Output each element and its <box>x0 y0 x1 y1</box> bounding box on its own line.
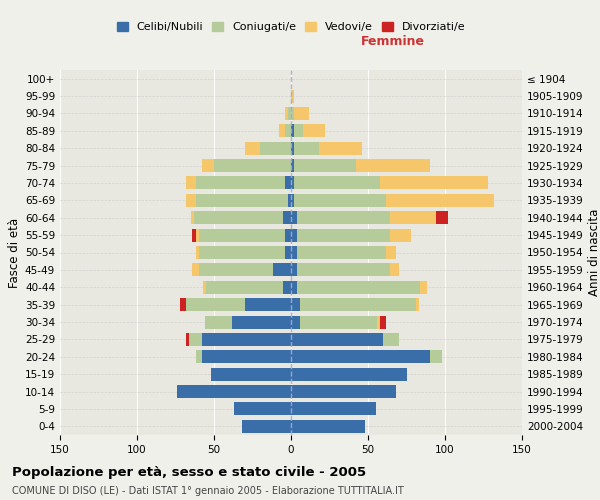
Bar <box>214 159 291 172</box>
Bar <box>291 316 300 328</box>
Bar <box>196 228 199 241</box>
Bar <box>199 264 272 276</box>
Bar <box>191 211 194 224</box>
Bar <box>203 280 206 294</box>
Bar <box>232 316 291 328</box>
Bar <box>186 176 196 190</box>
Bar <box>294 142 319 154</box>
Bar <box>291 420 365 433</box>
Bar <box>196 194 288 207</box>
Text: Popolazione per età, sesso e stato civile - 2005: Popolazione per età, sesso e stato civil… <box>12 466 366 479</box>
Bar <box>205 316 232 328</box>
Bar <box>297 264 389 276</box>
Bar <box>245 298 291 311</box>
Bar <box>283 280 291 294</box>
Bar <box>389 228 411 241</box>
Bar <box>291 90 294 102</box>
Bar <box>319 142 362 154</box>
Bar <box>297 228 389 241</box>
Bar <box>291 176 294 190</box>
Bar <box>380 316 386 328</box>
Bar <box>291 124 294 138</box>
Bar <box>206 280 283 294</box>
Y-axis label: Anni di nascita: Anni di nascita <box>588 209 600 296</box>
Bar <box>291 142 294 154</box>
Bar <box>278 124 285 138</box>
Bar <box>193 264 199 276</box>
Bar <box>288 107 291 120</box>
Bar <box>193 228 196 241</box>
Bar <box>234 402 291 415</box>
Text: Femmine: Femmine <box>361 35 425 48</box>
Bar <box>186 298 245 311</box>
Bar <box>291 228 297 241</box>
Bar <box>196 350 202 364</box>
Bar <box>199 228 285 241</box>
Bar <box>294 159 356 172</box>
Bar <box>389 264 399 276</box>
Bar <box>297 211 389 224</box>
Bar <box>377 316 380 328</box>
Bar <box>211 368 291 380</box>
Bar <box>386 194 494 207</box>
Bar <box>294 107 310 120</box>
Bar <box>285 107 288 120</box>
Bar <box>297 280 421 294</box>
Bar <box>199 246 285 259</box>
Bar <box>245 142 260 154</box>
Bar <box>297 246 386 259</box>
Bar <box>285 176 291 190</box>
Bar <box>436 211 448 224</box>
Bar <box>196 246 199 259</box>
Bar <box>190 333 202 346</box>
Bar <box>177 385 291 398</box>
Bar <box>291 368 407 380</box>
Bar <box>202 159 214 172</box>
Bar <box>285 228 291 241</box>
Bar <box>294 194 386 207</box>
Bar <box>242 420 291 433</box>
Bar <box>389 211 436 224</box>
Bar <box>294 176 380 190</box>
Bar <box>291 159 294 172</box>
Bar <box>300 316 377 328</box>
Bar <box>291 402 376 415</box>
Bar <box>288 194 291 207</box>
Bar <box>383 333 399 346</box>
Bar <box>272 264 291 276</box>
Bar <box>291 107 294 120</box>
Bar <box>260 142 291 154</box>
Bar <box>194 211 283 224</box>
Bar <box>285 246 291 259</box>
Bar <box>283 211 291 224</box>
Bar <box>291 298 300 311</box>
Bar <box>202 333 291 346</box>
Bar <box>285 124 291 138</box>
Bar <box>421 280 427 294</box>
Bar <box>304 124 325 138</box>
Bar <box>186 194 196 207</box>
Text: COMUNE DI DISO (LE) - Dati ISTAT 1° gennaio 2005 - Elaborazione TUTTITALIA.IT: COMUNE DI DISO (LE) - Dati ISTAT 1° genn… <box>12 486 404 496</box>
Bar <box>291 350 430 364</box>
Bar <box>202 350 291 364</box>
Bar <box>291 194 294 207</box>
Bar <box>356 159 430 172</box>
Bar <box>294 124 304 138</box>
Bar <box>291 385 396 398</box>
Bar <box>386 246 396 259</box>
Bar <box>291 333 383 346</box>
Bar <box>180 298 186 311</box>
Bar <box>291 211 297 224</box>
Legend: Celibi/Nubili, Coniugati/e, Vedovi/e, Divorziati/e: Celibi/Nubili, Coniugati/e, Vedovi/e, Di… <box>112 17 470 36</box>
Bar <box>430 350 442 364</box>
Bar <box>196 176 285 190</box>
Bar <box>416 298 419 311</box>
Bar <box>291 280 297 294</box>
Bar <box>380 176 488 190</box>
Bar <box>186 333 190 346</box>
Y-axis label: Fasce di età: Fasce di età <box>8 218 21 288</box>
Bar <box>291 264 297 276</box>
Bar <box>291 246 297 259</box>
Bar <box>300 298 416 311</box>
